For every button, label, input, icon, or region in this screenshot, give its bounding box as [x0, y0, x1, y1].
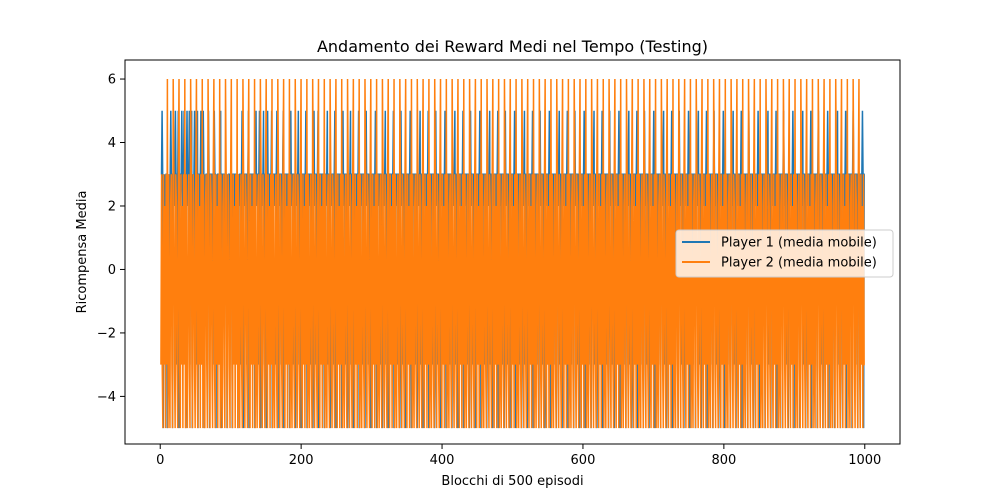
- chart-title: Andamento dei Reward Medi nel Tempo (Tes…: [317, 37, 708, 56]
- x-axis-label: Blocchi di 500 episodi: [441, 474, 583, 489]
- legend-label-player-2: Player 2 (media mobile): [721, 256, 877, 271]
- legend-box: [675, 229, 894, 278]
- x-axis: 0 200 400 600 800 1000: [156, 444, 881, 468]
- x-tick-label: 200: [289, 453, 314, 468]
- x-tick-label: 600: [571, 453, 596, 468]
- x-tick-label: 1000: [848, 453, 881, 468]
- y-axis-label: Ricompensa Media: [75, 191, 90, 314]
- series-line-player-2: [160, 79, 865, 429]
- y-tick-label: 2: [108, 199, 116, 214]
- y-tick-label: −2: [97, 326, 116, 341]
- y-tick-label: 0: [108, 263, 116, 278]
- plot-frame: [124, 59, 901, 445]
- series-layer: [160, 79, 865, 429]
- x-tick-label: 0: [156, 453, 164, 468]
- y-tick-label: −4: [97, 390, 116, 405]
- y-tick-label: 6: [108, 73, 116, 88]
- y-axis: −4 −2 0 2 4 6: [97, 73, 125, 405]
- x-tick-label: 800: [711, 453, 736, 468]
- legend: Player 1 (media mobile) Player 2 (media …: [675, 229, 894, 278]
- y-tick-label: 4: [108, 136, 116, 151]
- x-tick-label: 400: [430, 453, 455, 468]
- legend-label-player-1: Player 1 (media mobile): [721, 236, 877, 251]
